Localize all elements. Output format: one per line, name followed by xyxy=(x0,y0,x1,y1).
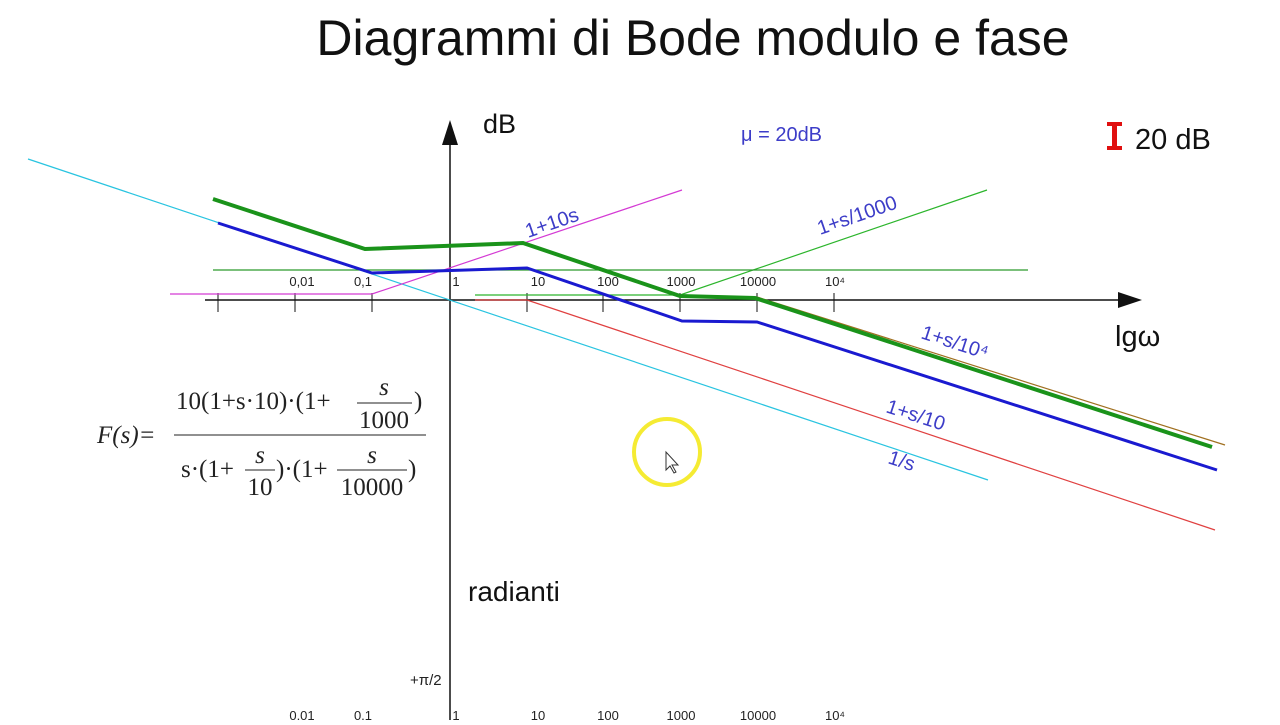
line-1-plus-10s xyxy=(170,189,683,295)
x-tick-label: 0,01 xyxy=(289,274,314,289)
gain-note: μ = 20dB xyxy=(741,124,822,146)
den-frac2-num: s xyxy=(367,442,377,469)
x-tick-label: 10 xyxy=(531,708,545,720)
x-tick-label: 10⁴ xyxy=(825,708,845,720)
den-frac2-den: 10000 xyxy=(341,474,404,501)
x-tick-label: 10⁴ xyxy=(825,274,845,289)
scale-bar xyxy=(1112,122,1117,150)
num-lead: 10(1+s·10)·(1+ xyxy=(176,388,331,415)
x-tick-label: 1000 xyxy=(667,708,696,720)
x-tick-label: 100 xyxy=(597,274,619,289)
ticks xyxy=(217,293,835,312)
x-tick-label: 1 xyxy=(452,274,459,289)
x-tick-label: 10 xyxy=(531,274,545,289)
title: Diagrammi di Bode modulo e fase xyxy=(316,10,1069,66)
line-label: 1+s/1000 xyxy=(814,192,900,240)
x-arrow xyxy=(1118,292,1142,308)
num-frac-num: s xyxy=(379,374,389,401)
cursor-highlight xyxy=(632,417,702,487)
x-tick-label: 1 xyxy=(452,708,459,720)
phase-label: radianti xyxy=(468,576,560,607)
x-tick-label: 0,1 xyxy=(354,708,372,720)
phase-tick: +π/2 xyxy=(410,672,442,689)
y-label: dB xyxy=(483,109,516,139)
total-blue xyxy=(217,221,1218,472)
formula-lhs: F(s)= xyxy=(96,422,156,449)
line-1-plus-s-10 xyxy=(475,299,1216,531)
x-tick-label: 10000 xyxy=(740,708,776,720)
scale-cap xyxy=(1107,146,1122,150)
den-frac1-den: 10 xyxy=(248,474,273,501)
den-mid: )·(1+ xyxy=(276,456,328,483)
y-arrow xyxy=(442,120,458,145)
x-label: lgω xyxy=(1115,321,1160,353)
x-tick-label: 0,01 xyxy=(289,708,314,720)
total-green xyxy=(212,197,1213,449)
scale-cap xyxy=(1107,122,1122,126)
cursor xyxy=(665,450,680,474)
den-tail: ) xyxy=(408,456,416,483)
den-frac1-num: s xyxy=(255,442,265,469)
line-1-plus-s-1000 xyxy=(475,189,988,296)
x-tick-label: 0,1 xyxy=(354,274,372,289)
num-tail: ) xyxy=(414,388,422,415)
den-lead: s·(1+ xyxy=(181,456,234,483)
x-tick-label: 1000 xyxy=(667,274,696,289)
line-label: 1+10s xyxy=(522,204,581,243)
line-label: 1+s/10⁴ xyxy=(918,322,991,364)
x-tick-label: 100 xyxy=(597,708,619,720)
x-tick-label: 10000 xyxy=(740,274,776,289)
line-label: 1/s xyxy=(885,447,917,476)
scale-note: 20 dB xyxy=(1135,124,1211,156)
line-1-over-s xyxy=(27,158,989,481)
line-1-plus-s-10e4 xyxy=(756,296,1226,446)
num-frac-den: 1000 xyxy=(359,407,409,434)
